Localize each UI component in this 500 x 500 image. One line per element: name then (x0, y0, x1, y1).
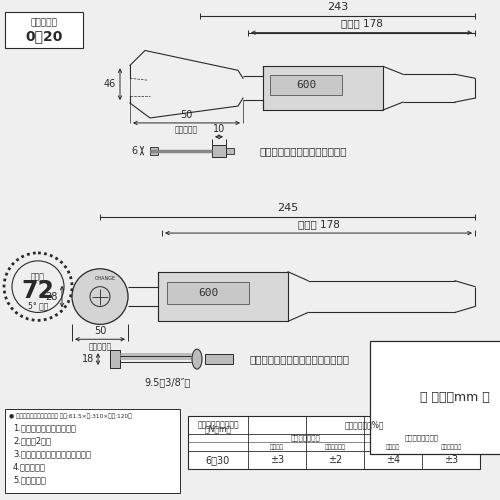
FancyBboxPatch shape (205, 354, 233, 364)
Text: 3.バッテリーカバー用ドライバー: 3.バッテリーカバー用ドライバー (13, 450, 91, 458)
Circle shape (72, 269, 128, 324)
Text: 5.取扱説明書: 5.取扱説明書 (13, 475, 46, 484)
Text: モンキ形トルクヘッドセット時: モンキ形トルクヘッドセット時 (260, 146, 348, 156)
Text: ±2: ±2 (328, 456, 342, 466)
FancyBboxPatch shape (263, 66, 383, 110)
FancyBboxPatch shape (167, 282, 249, 304)
FancyBboxPatch shape (5, 408, 180, 493)
Text: ±3: ±3 (270, 456, 284, 466)
Text: 頭部有効長: 頭部有効長 (88, 342, 112, 351)
Text: 6: 6 (132, 146, 138, 156)
Text: 18: 18 (82, 354, 94, 364)
Text: 10: 10 (213, 124, 225, 134)
Text: 50: 50 (180, 110, 192, 120)
Text: トルク精度（%）: トルク精度（%） (344, 420, 384, 429)
Text: 46: 46 (104, 79, 116, 89)
Text: モンキ形: モンキ形 (270, 444, 284, 450)
FancyBboxPatch shape (5, 12, 83, 48)
Text: 245: 245 (277, 203, 298, 213)
Text: 600: 600 (198, 288, 218, 298)
Text: ±4: ±4 (386, 456, 400, 466)
FancyBboxPatch shape (150, 146, 158, 154)
Text: ±3: ±3 (444, 456, 458, 466)
Text: 600: 600 (296, 80, 316, 90)
Text: CHANGE: CHANGE (95, 276, 116, 281)
Text: 6～30: 6～30 (206, 456, 230, 466)
FancyBboxPatch shape (226, 148, 234, 154)
Text: 243: 243 (327, 2, 348, 12)
Text: 頭部有効長: 頭部有効長 (175, 125, 198, 134)
Text: 72: 72 (22, 278, 54, 302)
FancyBboxPatch shape (270, 76, 342, 95)
Text: トルク精度保証範囲: トルク精度保証範囲 (197, 420, 239, 429)
Text: 反時計回り（左）: 反時計回り（左） (405, 434, 439, 442)
Text: ラチェット形: ラチェット形 (440, 444, 462, 450)
Text: 2.電池（2本）: 2.電池（2本） (13, 436, 51, 446)
FancyBboxPatch shape (212, 144, 226, 156)
Text: ラチェット形: ラチェット形 (324, 444, 345, 450)
Text: ラチェット形トルクヘッドセット時: ラチェット形トルクヘッドセット時 (250, 354, 350, 364)
Text: 有効長 178: 有効長 178 (298, 219, 340, 229)
Text: ● セット内容（専用ケース付 高さ:61.5×幅:310×奥行:120）: ● セット内容（専用ケース付 高さ:61.5×幅:310×奥行:120） (9, 414, 132, 420)
Ellipse shape (192, 349, 202, 369)
FancyBboxPatch shape (158, 272, 288, 322)
Text: 50: 50 (94, 326, 106, 336)
Text: モンキ形: モンキ形 (386, 444, 400, 450)
Text: 口開き寸法: 口開き寸法 (30, 18, 58, 27)
Text: 【 単位：mm 】: 【 単位：mm 】 (420, 391, 490, 404)
FancyBboxPatch shape (188, 416, 480, 469)
Text: 1.本品（トルクハンドル）: 1.本品（トルクハンドル） (13, 424, 76, 432)
Text: （N・m）: （N・m） (204, 424, 232, 434)
FancyBboxPatch shape (110, 350, 120, 368)
Text: 5° 送り: 5° 送り (28, 301, 48, 310)
Text: 0～20: 0～20 (26, 30, 63, 44)
Text: 9.5（3/8″）: 9.5（3/8″） (144, 377, 190, 387)
Text: ギア数: ギア数 (31, 272, 45, 281)
Text: 有効長 178: 有効長 178 (340, 18, 382, 28)
Text: 4.校正証明書: 4.校正証明書 (13, 462, 46, 471)
Text: 時計回り（右）: 時計回り（右） (291, 434, 321, 442)
Text: 28: 28 (46, 292, 58, 302)
